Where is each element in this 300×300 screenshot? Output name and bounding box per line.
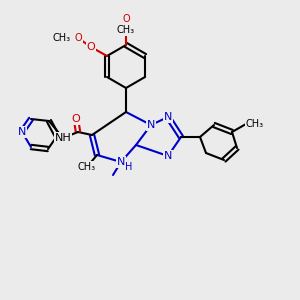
Text: O: O (87, 42, 95, 52)
Text: N: N (164, 151, 172, 161)
Text: CH₃: CH₃ (78, 162, 96, 172)
Text: NH: NH (55, 133, 71, 143)
Text: O: O (122, 14, 130, 24)
Text: N: N (164, 112, 172, 122)
Text: CH₃: CH₃ (246, 119, 264, 129)
Text: N: N (117, 157, 125, 167)
Text: O: O (72, 114, 80, 124)
Text: N: N (18, 127, 26, 137)
Text: O: O (74, 33, 82, 43)
Text: N: N (147, 120, 155, 130)
Text: H: H (125, 162, 133, 172)
Text: CH₃: CH₃ (117, 25, 135, 35)
Text: O: O (122, 25, 130, 35)
Text: CH₃: CH₃ (53, 33, 71, 43)
